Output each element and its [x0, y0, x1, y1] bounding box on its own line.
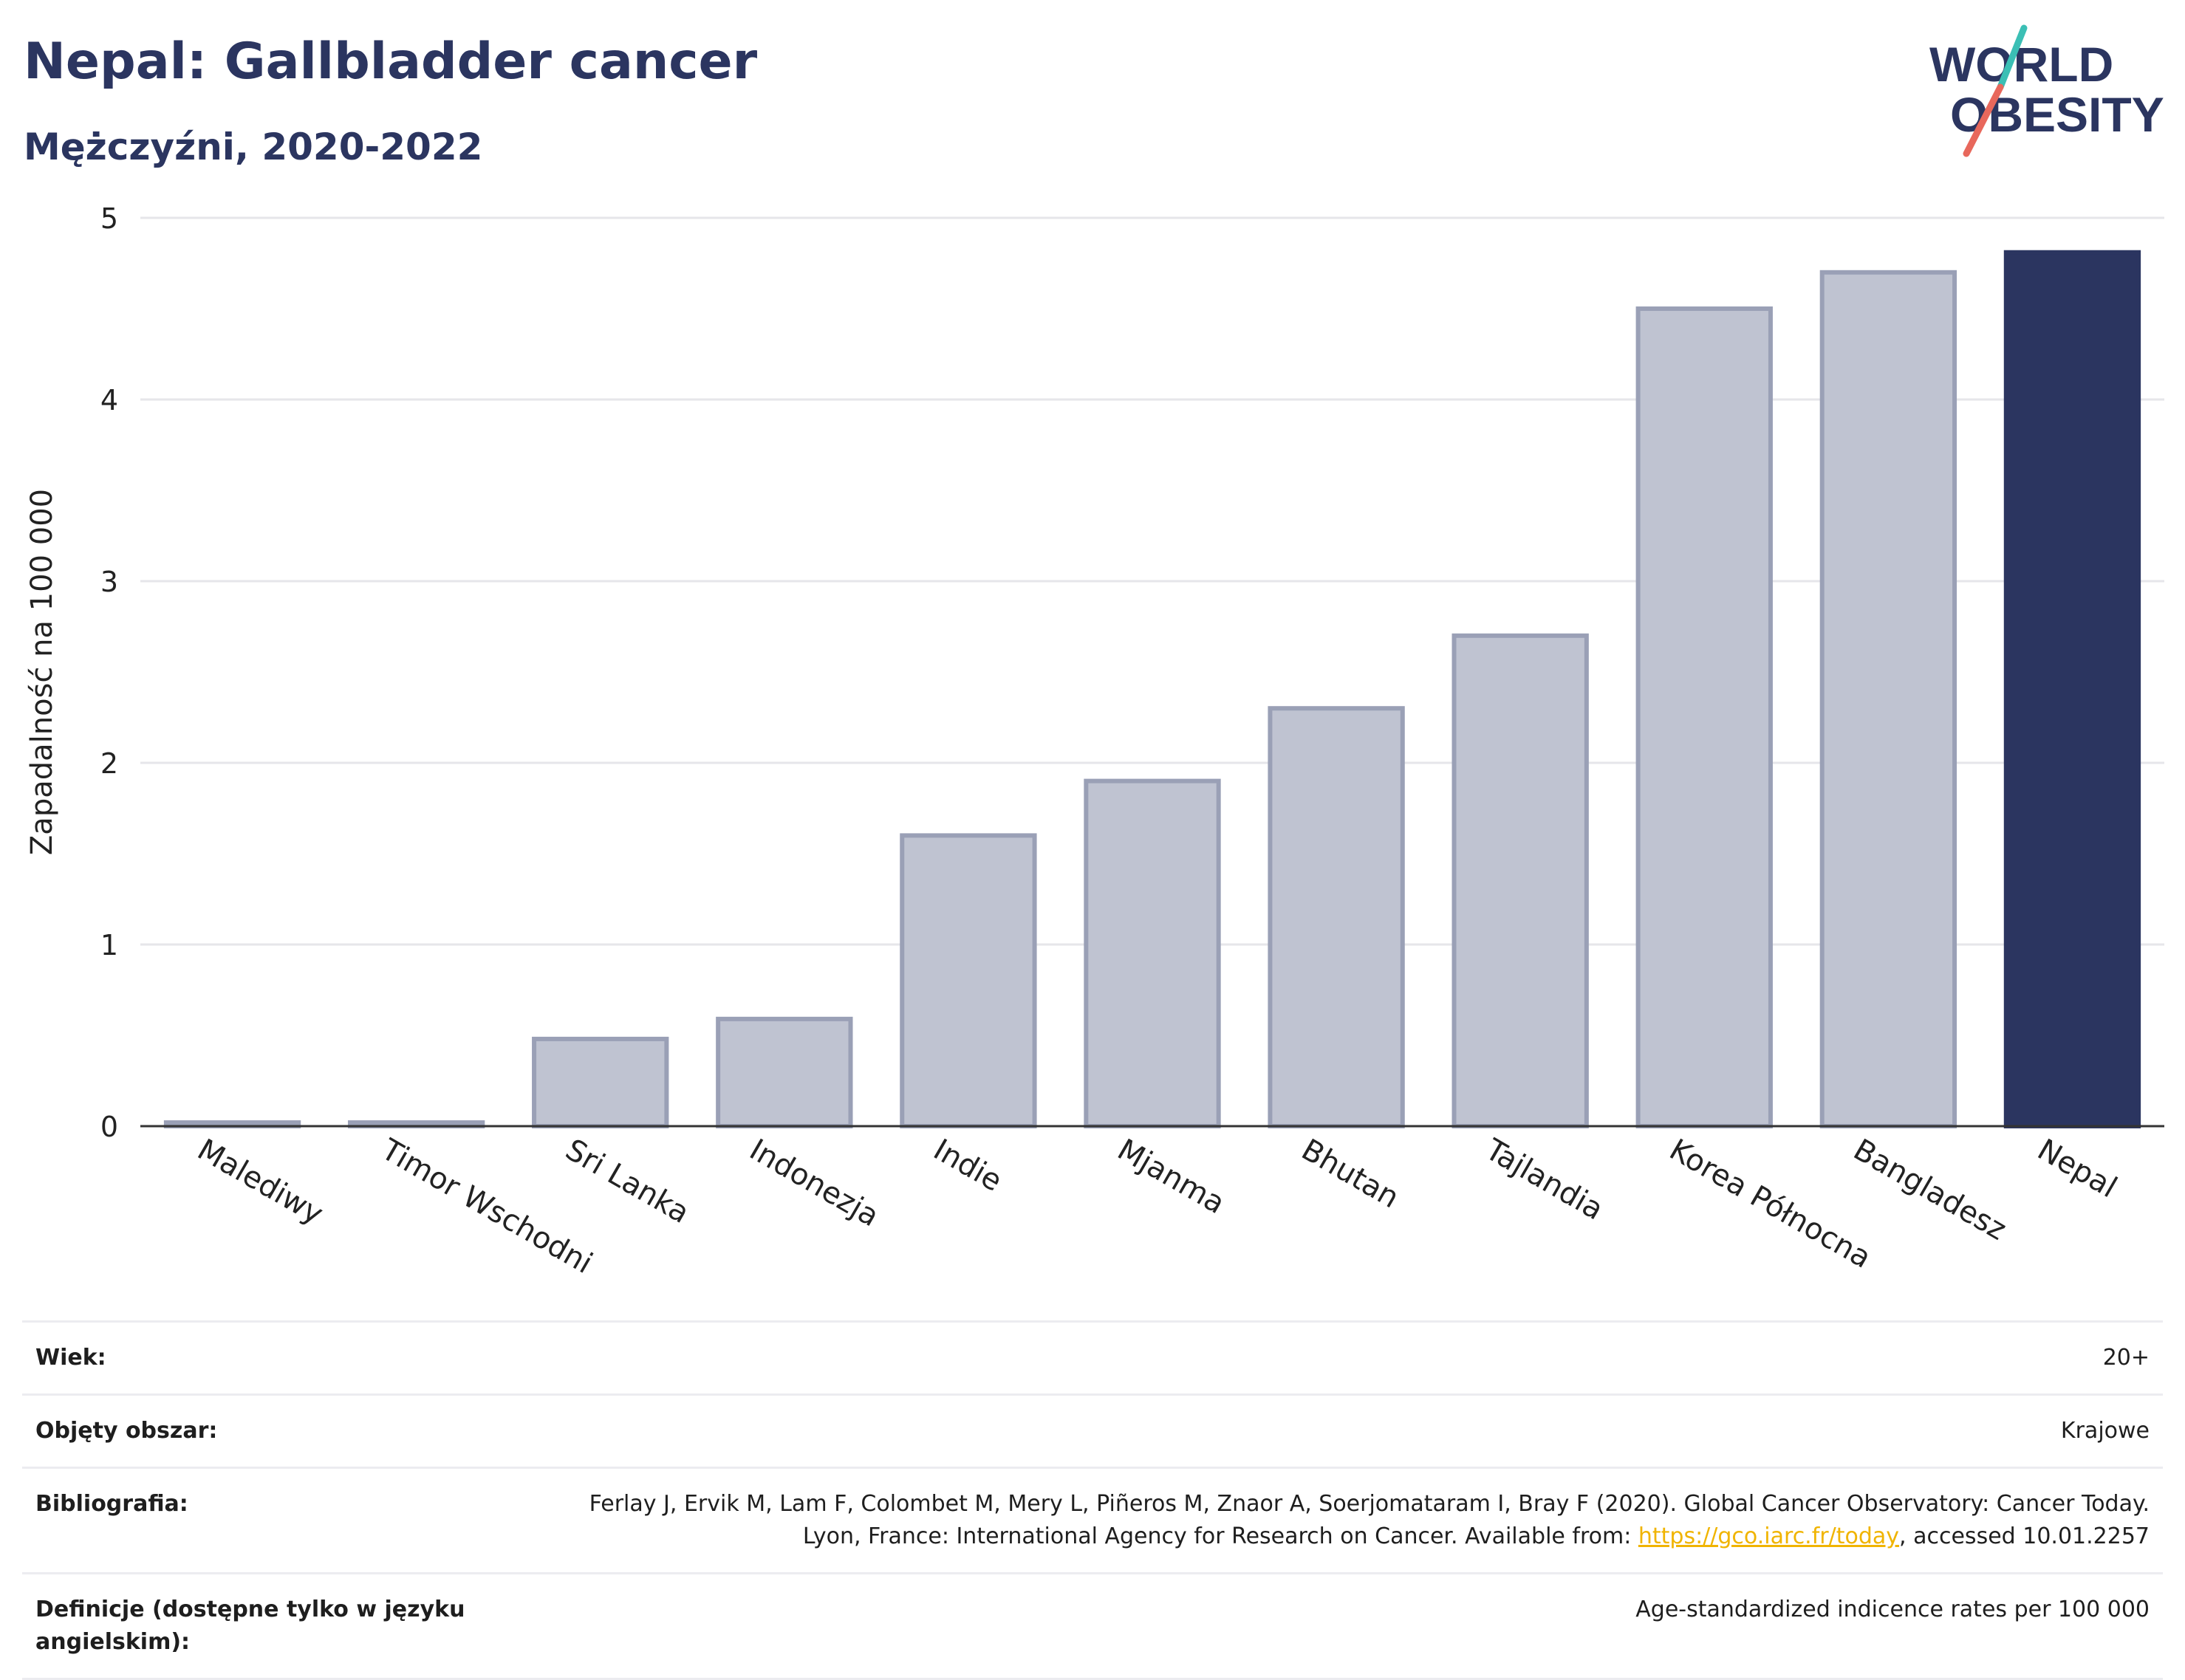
x-tick-label: Indonezja — [744, 1133, 885, 1234]
x-tick-label: Bhutan — [1296, 1133, 1404, 1216]
chart-title: Nepal: Gallbladder cancer — [24, 32, 758, 91]
logo-slash-teal — [1997, 24, 2028, 91]
x-tick-label: Malediwy — [192, 1133, 329, 1232]
info-label-area: Objęty obszar: — [35, 1418, 218, 1444]
info-value-age: 20+ — [2102, 1345, 2150, 1371]
info-label-bibliography: Bibliografia: — [35, 1491, 188, 1517]
bibliography-accessed: , accessed 10.01.2257 — [1899, 1523, 2150, 1549]
world-obesity-logo: WORLD OBESITY — [1929, 24, 2164, 157]
x-tick-label: Nepal — [2031, 1133, 2122, 1205]
bar-indonezja[interactable] — [716, 1016, 853, 1128]
bar-tajlandia[interactable] — [1451, 633, 1589, 1128]
y-axis-label: Zapadalność na 100 000 — [25, 489, 59, 855]
x-tick-label: Sri Lanka — [560, 1133, 695, 1230]
logo-text-obesity: OBESITY — [1950, 87, 2164, 142]
y-tick-label: 2 — [100, 747, 118, 780]
info-row-bibliography: Bibliografia: Ferlay J, Ervik M, Lam F, … — [22, 1467, 2163, 1572]
bibliography-link[interactable]: https://gco.iarc.fr/today — [1638, 1523, 1900, 1549]
bars — [163, 250, 2141, 1129]
y-tick-label: 1 — [100, 929, 118, 961]
bar-korea-północna[interactable] — [1635, 306, 1773, 1128]
info-value-definitions: Age-standardized indicence rates per 100… — [1635, 1597, 2150, 1622]
info-row-definitions: Definicje (dostępne tylko w języku angie… — [22, 1572, 2163, 1680]
info-label-age: Wiek: — [35, 1345, 106, 1371]
bar-bangladesz[interactable] — [1819, 270, 1957, 1128]
info-row-area: Objęty obszar: Krajowe — [22, 1393, 2163, 1467]
bar-nepal[interactable] — [2003, 250, 2141, 1129]
y-tick-label: 5 — [100, 202, 118, 235]
bar-bhutan[interactable] — [1268, 706, 1405, 1128]
bar-sri-lanka[interactable] — [532, 1036, 669, 1129]
info-row-age: Wiek: 20+ — [22, 1320, 2163, 1393]
bibliography-text: Ferlay J, Ervik M, Lam F, Colombet M, Me… — [589, 1491, 2150, 1549]
info-value-bibliography: Ferlay J, Ervik M, Lam F, Colombet M, Me… — [524, 1488, 2150, 1553]
bar-indie[interactable] — [900, 833, 1037, 1129]
x-tick-label: Korea Północna — [1663, 1133, 1876, 1275]
logo-slash-red — [1963, 83, 2004, 157]
x-tick-label: Mjanma — [1112, 1133, 1231, 1221]
logo-text-world: WORLD — [1929, 37, 2113, 92]
x-tick-label: Tajlandia — [1479, 1132, 1609, 1227]
x-tick-label: Indie — [928, 1133, 1008, 1199]
info-table: Wiek: 20+ Objęty obszar: Krajowe Bibliog… — [22, 1320, 2163, 1680]
y-tick-label: 3 — [100, 566, 118, 598]
info-value-area: Krajowe — [2060, 1418, 2150, 1444]
bar-mjanma[interactable] — [1084, 778, 1221, 1128]
y-tick-label: 0 — [100, 1111, 118, 1143]
x-tick-label: Bangladesz — [1847, 1133, 2011, 1247]
info-label-definitions: Definicje (dostępne tylko w języku angie… — [35, 1597, 465, 1655]
y-tick-label: 4 — [100, 384, 118, 416]
chart-subtitle: Mężczyźni, 2020-2022 — [24, 126, 483, 168]
